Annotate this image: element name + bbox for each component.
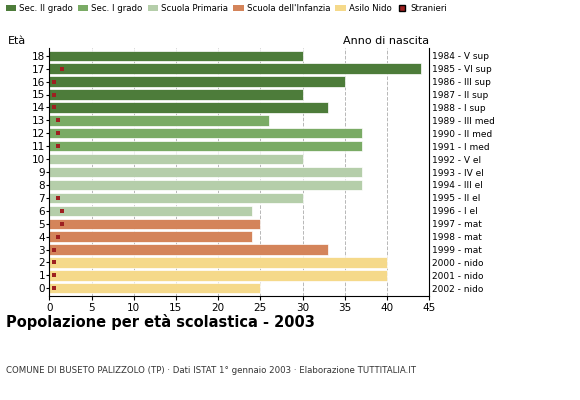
Bar — [49, 154, 303, 164]
Text: COMUNE DI BUSETO PALIZZOLO (TP) · Dati ISTAT 1° gennaio 2003 · Elaborazione TUTT: COMUNE DI BUSETO PALIZZOLO (TP) · Dati I… — [6, 366, 416, 375]
Bar — [49, 102, 328, 112]
Bar — [49, 193, 303, 203]
Bar — [49, 167, 362, 177]
Bar — [49, 128, 362, 138]
Bar — [49, 115, 269, 126]
Bar — [49, 64, 420, 74]
Bar — [49, 89, 303, 100]
Bar — [49, 218, 260, 229]
Bar — [49, 206, 252, 216]
Bar — [49, 180, 362, 190]
Bar — [49, 283, 260, 294]
Bar — [49, 50, 303, 61]
Bar — [49, 257, 387, 268]
Text: Età: Età — [8, 36, 26, 46]
Bar — [49, 270, 387, 280]
Text: Popolazione per età scolastica - 2003: Popolazione per età scolastica - 2003 — [6, 314, 315, 330]
Bar — [49, 232, 252, 242]
Bar — [49, 141, 362, 151]
Bar — [49, 76, 345, 87]
Text: Anno di nascita: Anno di nascita — [343, 36, 429, 46]
Legend: Sec. II grado, Sec. I grado, Scuola Primaria, Scuola dell'Infanzia, Asilo Nido, : Sec. II grado, Sec. I grado, Scuola Prim… — [6, 4, 447, 13]
Bar — [49, 244, 328, 255]
